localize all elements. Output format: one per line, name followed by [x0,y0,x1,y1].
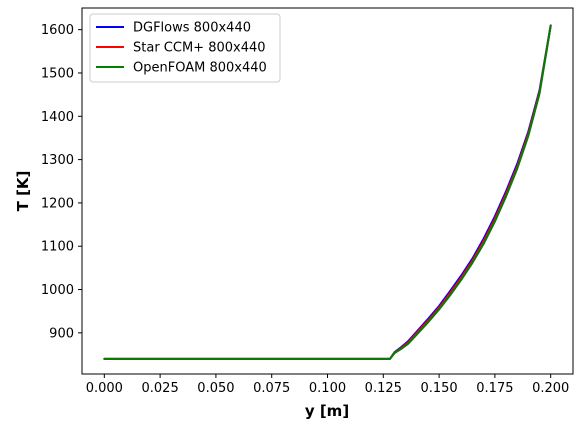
y-tick-label: 1100 [41,240,74,255]
legend-box [89,13,281,83]
legend-label: OpenFOAM 800x440 [133,61,267,76]
y-tick-label: 1500 [41,66,74,81]
x-tick-label: 0.050 [197,381,234,396]
x-tick-label: 0.200 [532,381,569,396]
y-tick-label: 1300 [41,153,74,168]
y-axis-label: T [K] [14,171,32,212]
y-tick-label: 1400 [41,110,74,125]
y-tick-label: 1200 [41,196,74,211]
x-axis-label: y [m] [305,402,349,420]
legend: DGFlows 800x440 Star CCM+ 800x440 OpenFOAM… [89,13,281,83]
series-line-2 [103,25,552,360]
x-tick-label: 0.150 [420,381,457,396]
y-tick-label: 1600 [41,23,74,38]
x-tick-label: 0.100 [309,381,346,396]
x-tick-label: 0.175 [476,381,513,396]
y-tick-label: 900 [49,326,74,341]
x-tick-label: 0.000 [86,381,123,396]
x-tick-label: 0.025 [142,381,179,396]
x-tick-label: 0.075 [253,381,290,396]
x-tick-label: 0.125 [365,381,402,396]
y-tick-label: 1000 [41,283,74,298]
y-axis: 900 1000 1100 1200 1300 1400 1500 1600 [41,23,82,341]
series-layer [103,24,552,360]
x-axis: 0.000 0.025 0.050 0.075 0.100 0.125 0.150 0.175… [86,374,569,396]
legend-label: DGFlows 800x440 [133,21,251,36]
legend-label: Star CCM+ 800x440 [133,41,266,56]
